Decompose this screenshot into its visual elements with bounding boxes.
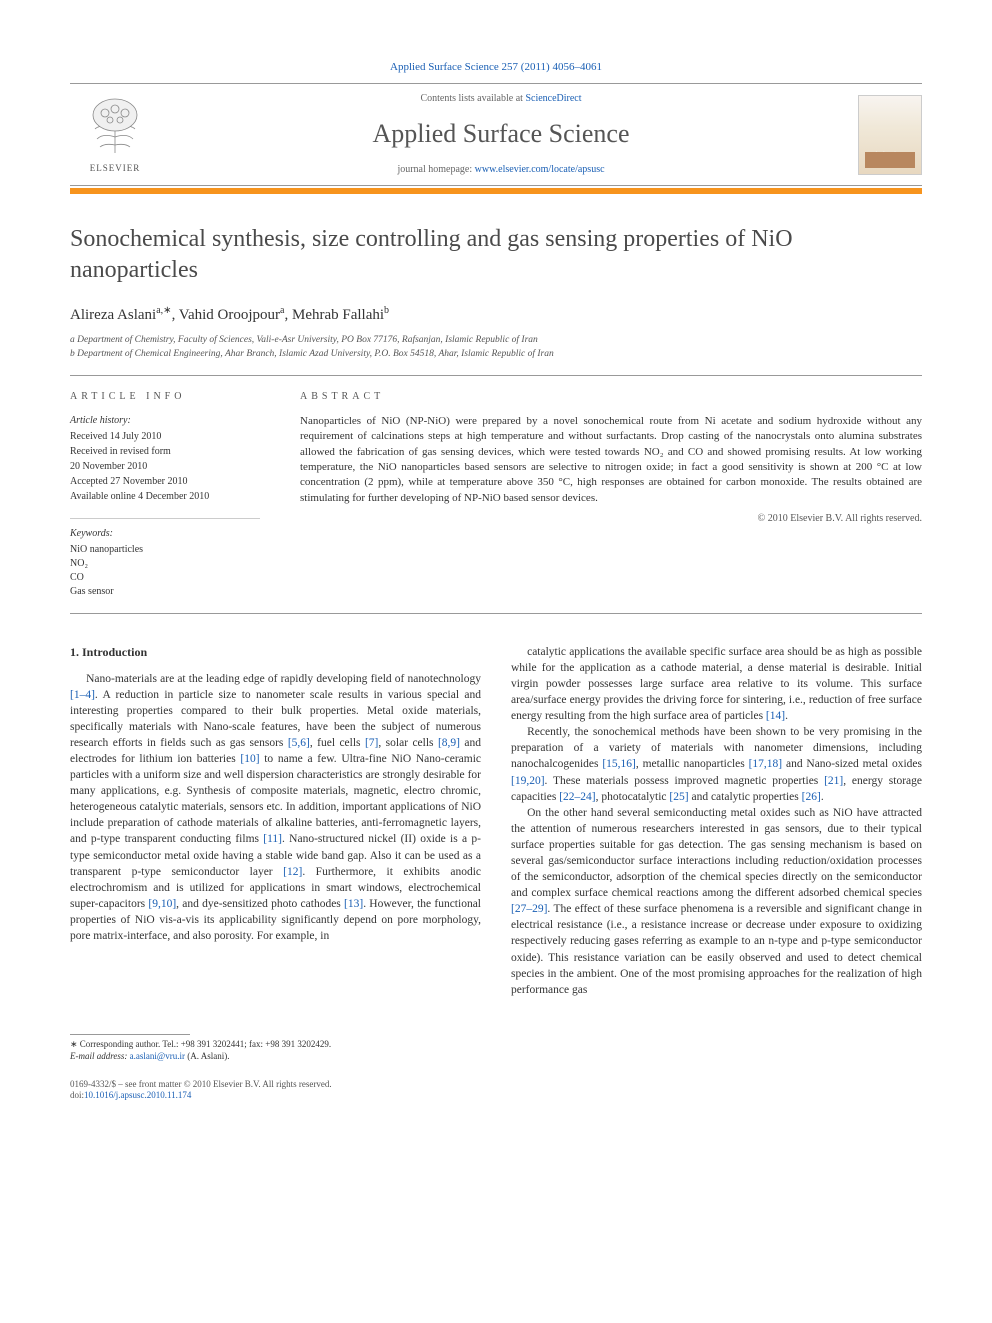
- masthead-center: Contents lists available at ScienceDirec…: [160, 92, 842, 176]
- homepage-text: journal homepage:: [397, 164, 474, 175]
- article-title: Sonochemical synthesis, size controlling…: [70, 224, 922, 286]
- keywords-block: Keywords: NiO nanoparticles NO₂ CO Gas s…: [70, 518, 260, 599]
- history-item: Received 14 July 2010: [70, 430, 260, 444]
- keywords-label: Keywords:: [70, 527, 260, 541]
- orange-divider: [70, 188, 922, 194]
- history-item: 20 November 2010: [70, 460, 260, 474]
- column-left: 1. Introduction Nano-materials are at th…: [70, 644, 481, 1063]
- journal-cover-thumb[interactable]: applied surface science: [858, 95, 922, 175]
- elsevier-label: ELSEVIER: [70, 162, 160, 175]
- column-right: catalytic applications the available spe…: [511, 644, 922, 1063]
- masthead: ELSEVIER Contents lists available at Sci…: [70, 83, 922, 185]
- info-abstract-row: ARTICLE INFO Article history: Received 1…: [70, 376, 922, 614]
- footer-doi: doi:10.1016/j.apsusc.2010.11.174: [70, 1090, 922, 1102]
- email-suffix: (A. Aslani).: [185, 1051, 230, 1061]
- footnote-separator: [70, 1034, 190, 1035]
- copyright: © 2010 Elsevier B.V. All rights reserved…: [300, 512, 922, 526]
- intro-heading: 1. Introduction: [70, 644, 481, 661]
- affiliation: a Department of Chemistry, Faculty of Sc…: [70, 334, 922, 347]
- article-info-label: ARTICLE INFO: [70, 390, 260, 404]
- affiliation: b Department of Chemical Engineering, Ah…: [70, 348, 922, 361]
- corresponding-author: ∗ Corresponding author. Tel.: +98 391 32…: [70, 1039, 481, 1051]
- abstract-label: ABSTRACT: [300, 390, 922, 404]
- keyword: NO₂: [70, 557, 260, 571]
- footer-copyright: 0169-4332/$ – see front matter © 2010 El…: [70, 1079, 922, 1091]
- history-item: Accepted 27 November 2010: [70, 475, 260, 489]
- keyword: NiO nanoparticles: [70, 543, 260, 557]
- keyword: CO: [70, 571, 260, 585]
- email-link[interactable]: a.aslani@vru.ir: [130, 1051, 185, 1061]
- journal-name: Applied Surface Science: [160, 116, 842, 152]
- publisher-logo-block: ELSEVIER: [70, 95, 160, 175]
- contents-text: Contents lists available at: [420, 93, 525, 104]
- email-line: E-mail address: a.aslani@vru.ir (A. Asla…: [70, 1051, 481, 1063]
- history-label: Article history:: [70, 414, 260, 428]
- body-paragraph: On the other hand several semiconducting…: [511, 805, 922, 998]
- affiliations: a Department of Chemistry, Faculty of Sc…: [70, 334, 922, 376]
- history-item: Received in revised form: [70, 445, 260, 459]
- body-paragraph: Nano-materials are at the leading edge o…: [70, 671, 481, 945]
- journal-ref-link[interactable]: Applied Surface Science 257 (2011) 4056–…: [390, 61, 602, 73]
- cover-label: applied surface science: [867, 152, 913, 165]
- doi-prefix: doi:: [70, 1090, 84, 1100]
- page: Applied Surface Science 257 (2011) 4056–…: [0, 0, 992, 1142]
- sciencedirect-link[interactable]: ScienceDirect: [525, 93, 581, 104]
- keyword: Gas sensor: [70, 585, 260, 599]
- journal-reference: Applied Surface Science 257 (2011) 4056–…: [70, 60, 922, 75]
- history-item: Available online 4 December 2010: [70, 490, 260, 504]
- body-columns: 1. Introduction Nano-materials are at th…: [70, 644, 922, 1063]
- authors: Alireza Aslania,∗, Vahid Oroojpoura, Meh…: [70, 304, 922, 326]
- article-info: ARTICLE INFO Article history: Received 1…: [70, 376, 280, 613]
- doi-link[interactable]: 10.1016/j.apsusc.2010.11.174: [84, 1090, 191, 1100]
- elsevier-tree-icon: [85, 95, 145, 155]
- page-footer: 0169-4332/$ – see front matter © 2010 El…: [70, 1079, 922, 1102]
- body-paragraph: catalytic applications the available spe…: [511, 644, 922, 724]
- contents-line: Contents lists available at ScienceDirec…: [160, 92, 842, 106]
- homepage-link[interactable]: www.elsevier.com/locate/apsusc: [475, 164, 605, 175]
- body-paragraph: Recently, the sonochemical methods have …: [511, 724, 922, 804]
- abstract: ABSTRACT Nanoparticles of NiO (NP-NiO) w…: [280, 376, 922, 613]
- email-label: E-mail address:: [70, 1051, 130, 1061]
- abstract-text: Nanoparticles of NiO (NP-NiO) were prepa…: [300, 414, 922, 506]
- masthead-right: applied surface science: [842, 95, 922, 175]
- homepage-line: journal homepage: www.elsevier.com/locat…: [160, 163, 842, 177]
